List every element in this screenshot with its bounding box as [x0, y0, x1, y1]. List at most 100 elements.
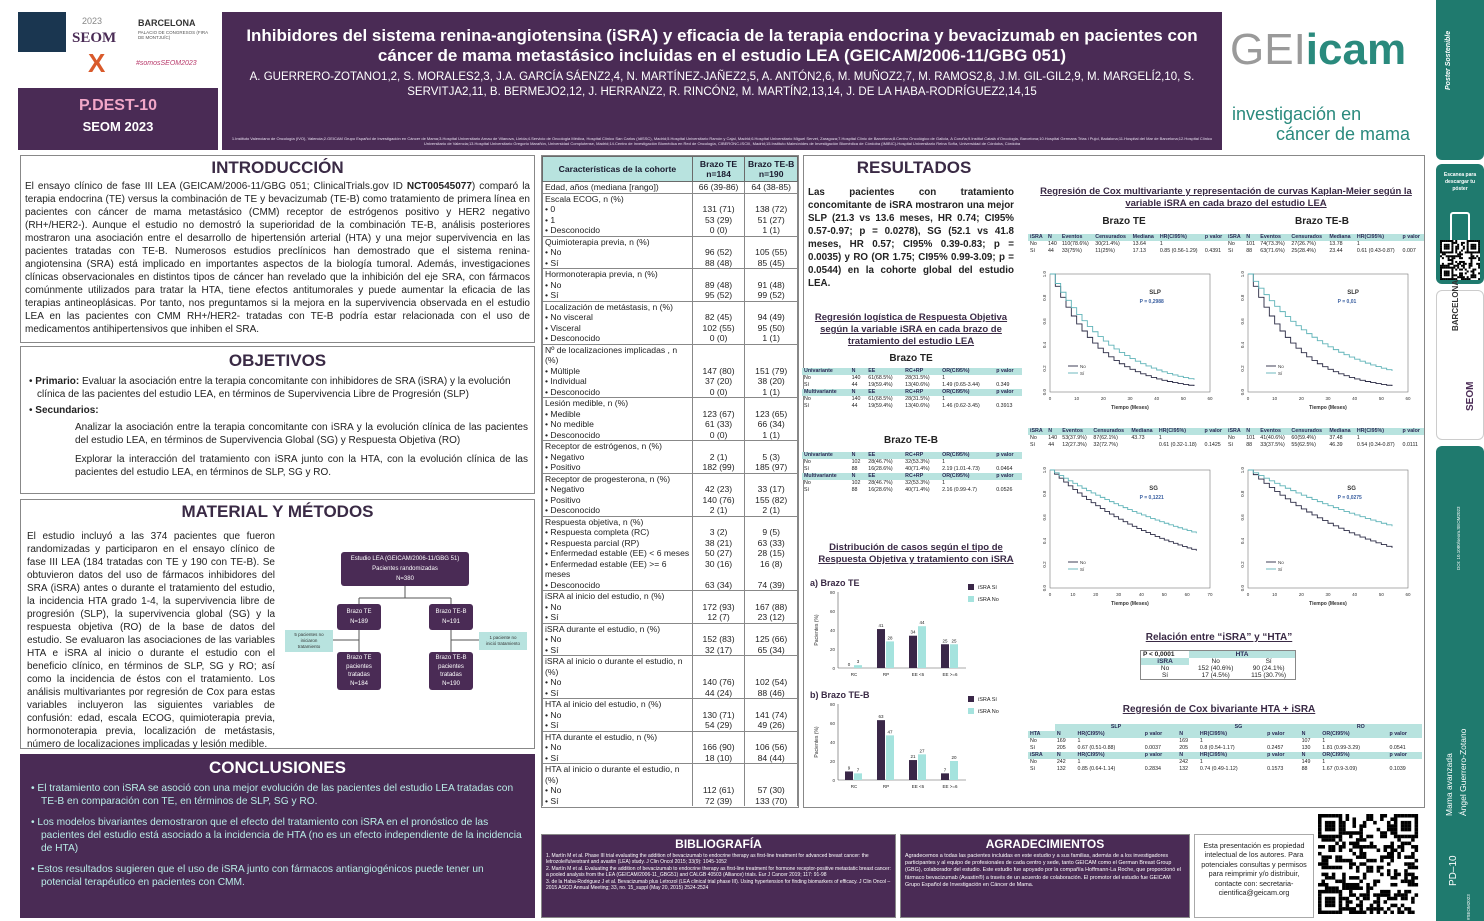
- qr-module: [1474, 243, 1477, 246]
- qr-module: [1462, 260, 1465, 263]
- qr-module: [1404, 896, 1408, 901]
- qr-module: [1324, 900, 1329, 904]
- qr-module: [1460, 260, 1463, 263]
- qr-module: [1386, 824, 1391, 828]
- cohort-row-label: Visceral: [542, 322, 693, 333]
- mini-cell: 1: [942, 459, 946, 465]
- bar-chart-teb: b) Brazo TE-B Pacientes (%) 0 20 40 60 80 9 7 RC 6…: [810, 690, 999, 789]
- qr-module: [1449, 262, 1452, 265]
- qr-module: [1376, 879, 1381, 884]
- km-y-tick: 0.8: [1042, 294, 1047, 301]
- cohort-value-teb: 155 (82): [744, 494, 798, 505]
- qr-module: [1393, 848, 1398, 853]
- qr-module: [1383, 900, 1388, 904]
- qr-module: [1459, 272, 1462, 275]
- qr-module: [1338, 827, 1343, 832]
- legend-label: iSRA No: [978, 597, 999, 603]
- doi-label[interactable]: DOI: 10.1080/seom.SEOM2023: [1456, 506, 1461, 570]
- qr-module: [1386, 907, 1391, 911]
- mini-cell: 0.1425: [1204, 442, 1221, 448]
- cohort-value-teb: 1 (1): [744, 386, 798, 398]
- cohort-value-teb: 1 (1): [744, 225, 798, 236]
- mini-header-row: iSRA N Eventos Censurados Mediana HR(CI95%) p …: [1226, 234, 1424, 241]
- bar: [854, 665, 862, 668]
- qr-module: [1318, 882, 1322, 887]
- mini-cell: 44: [1047, 248, 1054, 254]
- cohort-row: 153 (29)51 (27): [542, 214, 798, 225]
- qr-module: [1464, 251, 1467, 254]
- logistic-title: Regresión logística de Respuesta Objetiv…: [814, 312, 1008, 347]
- qr-module: [1321, 882, 1325, 887]
- side-qr-code[interactable]: [1440, 240, 1480, 280]
- qr-module: [1393, 896, 1398, 901]
- qr-module: [1349, 834, 1353, 839]
- mini-header-cell: Censurados: [1289, 234, 1328, 241]
- cohort-value-te: 140 (76): [691, 677, 746, 688]
- cohort-row-label: No visceral: [542, 312, 693, 323]
- km-sg-teb: 0.0 0.2 0.4 0.6 0.8 1.0 0 10 20 30 40 50 60 Tiempo (M…: [1240, 467, 1411, 607]
- qr-module: [1352, 910, 1357, 914]
- flow-box-teb: Brazo TE-B N=191: [429, 604, 473, 630]
- qr-module: [1318, 827, 1322, 832]
- qr-module: [1393, 831, 1398, 835]
- mini-cell: 11(25%): [1095, 248, 1115, 254]
- cohort-row-label: No: [542, 677, 693, 688]
- bib-item: 3. de la Haba-Rodriguez J et al. Bevaciz…: [546, 878, 891, 892]
- mini-cell: 88: [851, 466, 858, 472]
- flow-note-left: 5 pacientes no iniciaron tratamiento: [285, 630, 333, 652]
- mini-header-cell: p valor: [1400, 428, 1424, 435]
- qr-module: [1440, 264, 1443, 267]
- qr-module: [1449, 240, 1452, 243]
- mini-cell: 13(40.6%): [905, 382, 930, 388]
- bar-value-label: 34: [910, 630, 916, 635]
- cohort-row-label: Desconocido: [542, 579, 693, 591]
- qr-module: [1321, 855, 1325, 859]
- mini-cell: 16(28.6%): [868, 466, 893, 472]
- mini-cell: 1.46 (0.62-3.45): [942, 403, 980, 409]
- qr-module: [1338, 838, 1343, 842]
- mini-cell: 101: [1246, 241, 1256, 247]
- qr-module: [1359, 903, 1363, 908]
- geicam-logo-i: i: [1305, 25, 1319, 74]
- qr-module: [1472, 240, 1475, 243]
- mini-cell: Sí: [1030, 248, 1036, 254]
- qr-module: [1453, 255, 1456, 258]
- thanks-text: Agradecemos a todas las pacientes inclui…: [905, 853, 1181, 888]
- qr-module: [1369, 858, 1374, 863]
- mini-row: Sí 44 33(75%) 11(25%) 17.13 0.85 (0.56-1.29) 0…: [1028, 248, 1226, 255]
- qr-module: [1470, 253, 1473, 256]
- qr-module: [1342, 896, 1346, 901]
- biv-header-cell: OR(CI95%): [1320, 731, 1388, 738]
- qr-module: [1349, 907, 1353, 911]
- cohort-value-teb: 5 (3): [744, 451, 798, 462]
- cohort-row-label: Negativo: [542, 484, 693, 495]
- mini-cell: 44: [1048, 442, 1055, 448]
- qr-module: [1318, 893, 1322, 897]
- mini-cell: 28(31.5%): [905, 375, 930, 381]
- qr-module: [1345, 900, 1350, 904]
- biv-cell: 0.1039: [1389, 766, 1406, 772]
- mini-cell: Sí: [804, 403, 810, 409]
- conclusion-item: • Estos resultados sugieren que el uso d…: [31, 864, 484, 888]
- qr-module: [1449, 255, 1452, 258]
- y-tick-label: 0: [832, 666, 835, 671]
- mini-cell: No: [804, 459, 811, 465]
- cohort-value-te: [691, 235, 746, 247]
- qr-module: [1342, 841, 1346, 846]
- cohort-group-row: Edad, años (mediana [rango]) 66 (39-86) 64…: [542, 181, 798, 193]
- qr-module: [1407, 855, 1412, 859]
- qr-module: [1400, 841, 1405, 846]
- mini-row: No 140 53(37.9%) 87(62.1%) 43.73 1: [1028, 435, 1226, 442]
- km-x-tick: 20: [1101, 396, 1107, 401]
- cohort-row-label: Sí: [542, 644, 693, 656]
- bar-value-label: 47: [887, 729, 893, 734]
- qr-module: [1342, 879, 1346, 884]
- cohort-group-label: HTA al inicio o durante el estudio, n (%…: [542, 763, 693, 785]
- qr-code[interactable]: [1318, 814, 1424, 914]
- qr-module: [1478, 262, 1480, 265]
- qr-module: [1359, 851, 1363, 856]
- qr-module: [1318, 845, 1322, 849]
- qr-module: [1359, 893, 1363, 897]
- qr-module: [1359, 845, 1363, 849]
